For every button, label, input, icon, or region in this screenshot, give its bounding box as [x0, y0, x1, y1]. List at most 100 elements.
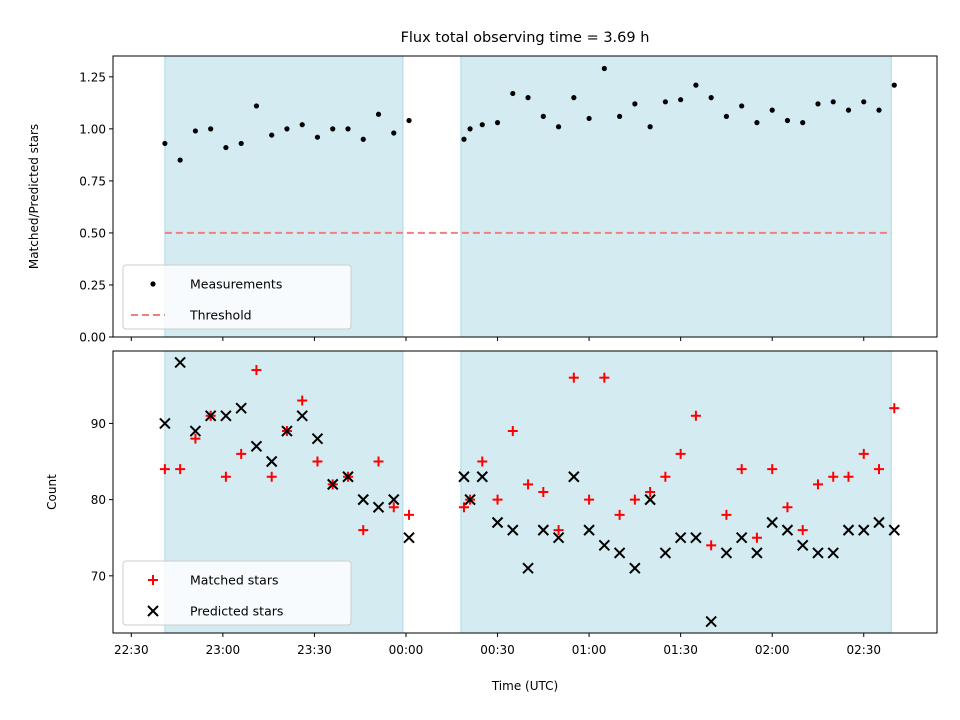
- bottom-matched-marker: [675, 448, 686, 459]
- top-data-point: [345, 126, 351, 132]
- top-data-point: [784, 117, 791, 124]
- top-data-point: [406, 117, 412, 124]
- x-tick-label: 01:30: [663, 643, 698, 657]
- bottom-matched-marker: [388, 502, 399, 513]
- top-data-point: [876, 107, 882, 113]
- top-data-point: [586, 115, 592, 122]
- marker-stroke: [250, 440, 263, 452]
- bottom-matched-marker: [358, 525, 369, 536]
- bottom-predicted-marker: [265, 455, 278, 468]
- top-legend-label: Threshold: [189, 308, 252, 323]
- x-tick-label: 23:00: [206, 643, 241, 657]
- bottom-matched-marker: [404, 509, 415, 520]
- bottom-matched-marker: [297, 395, 308, 406]
- marker-stroke: [873, 516, 885, 529]
- marker-stroke: [522, 562, 534, 574]
- top-y-axis-label: Matched/Predicted stars: [27, 124, 41, 269]
- marker-stroke: [812, 547, 824, 559]
- top-data-point: [754, 120, 760, 126]
- top-data-point: [891, 82, 897, 88]
- top-data-point: [269, 132, 275, 138]
- top-data-point: [223, 144, 229, 151]
- marker-stroke: [403, 532, 415, 544]
- x-tick-label: 23:30: [297, 643, 332, 657]
- marker-stroke: [507, 524, 519, 536]
- bottom-axes-frame: [112, 350, 938, 634]
- marker-stroke: [781, 524, 794, 536]
- top-data-point: [617, 113, 623, 119]
- bottom-matched-marker: [782, 502, 793, 513]
- bottom-observing-window-1: [460, 351, 892, 633]
- bottom-predicted-marker: [888, 524, 900, 536]
- top-data-point: [800, 120, 806, 126]
- marker-stroke: [629, 562, 641, 574]
- marker-stroke: [583, 524, 595, 536]
- marker-stroke: [204, 410, 217, 422]
- legend-marker-measurements: [150, 281, 156, 287]
- chart-title: Flux total observing time = 3.69 h: [401, 30, 650, 46]
- bottom-predicted-marker: [659, 547, 672, 559]
- bottom-matched-marker: [797, 525, 808, 536]
- top-legend: Measurements Threshold: [122, 264, 352, 330]
- bottom-matched-marker: [477, 456, 488, 467]
- bottom-predicted-marker: [296, 410, 308, 422]
- x-tick-label: 01:00: [572, 643, 607, 657]
- top-data-point: [571, 95, 577, 101]
- bottom-predicted-marker: [629, 562, 641, 574]
- bottom-matched-marker: [266, 471, 277, 482]
- bottom-predicted-marker: [522, 562, 534, 574]
- bottom-matched-marker: [220, 471, 231, 482]
- bottom-matched-marker: [507, 426, 518, 437]
- top-y-tick-label: 0.25: [79, 278, 106, 292]
- bottom-predicted-marker: [751, 547, 763, 559]
- top-y-tick-label: 0.00: [79, 331, 106, 345]
- bottom-predicted-marker: [174, 356, 186, 369]
- bottom-predicted-marker: [613, 547, 626, 559]
- bottom-predicted-marker: [537, 524, 550, 536]
- bottom-predicted-marker: [250, 440, 263, 452]
- bottom-predicted-marker: [797, 539, 809, 552]
- top-data-point: [555, 124, 562, 130]
- top-data-point: [723, 113, 730, 119]
- bottom-predicted-marker: [342, 471, 354, 483]
- bottom-predicted-marker: [491, 516, 504, 529]
- marker-stroke: [147, 605, 159, 617]
- marker-stroke: [174, 356, 186, 369]
- top-observing-window-1: [460, 56, 892, 337]
- top-y-tick-label: 1.00: [79, 122, 106, 136]
- top-data-point: [647, 124, 653, 130]
- bottom-panel: 70 80 90 22:30 23:00 23:30 00:00 00:30 01:00 01:3…: [91, 350, 938, 657]
- top-data-point: [314, 134, 321, 140]
- marker-stroke: [598, 539, 611, 552]
- top-legend-label: Measurements: [190, 277, 282, 292]
- top-data-point: [601, 65, 607, 72]
- bottom-matched-marker: [751, 532, 762, 543]
- top-data-point: [845, 107, 852, 113]
- top-data-point: [662, 99, 668, 105]
- top-legend-box: [122, 264, 352, 330]
- x-tick-label: 00:30: [480, 643, 515, 657]
- bottom-matched-marker: [175, 464, 186, 475]
- top-data-point: [708, 95, 714, 101]
- bottom-predicted-marker: [327, 478, 339, 491]
- marker-stroke: [327, 478, 339, 491]
- legend-marker-predicted: [147, 605, 159, 617]
- bottom-matched-marker: [373, 456, 384, 467]
- top-data-point: [479, 122, 485, 128]
- marker-stroke: [491, 516, 504, 529]
- bottom-predicted-marker: [220, 410, 232, 422]
- bottom-matched-marker: [312, 456, 323, 467]
- bottom-matched-marker: [553, 525, 564, 536]
- top-data-point: [494, 120, 501, 126]
- top-data-point: [861, 99, 867, 105]
- bottom-matched-marker: [568, 372, 579, 383]
- bottom-predicted-marker: [827, 547, 839, 559]
- top-data-point: [461, 136, 467, 142]
- bottom-predicted-marker: [690, 532, 702, 544]
- marker-stroke: [464, 493, 476, 506]
- marker-stroke: [797, 539, 809, 552]
- marker-stroke: [235, 402, 247, 414]
- marker-stroke: [751, 547, 763, 559]
- top-data-point: [540, 113, 546, 119]
